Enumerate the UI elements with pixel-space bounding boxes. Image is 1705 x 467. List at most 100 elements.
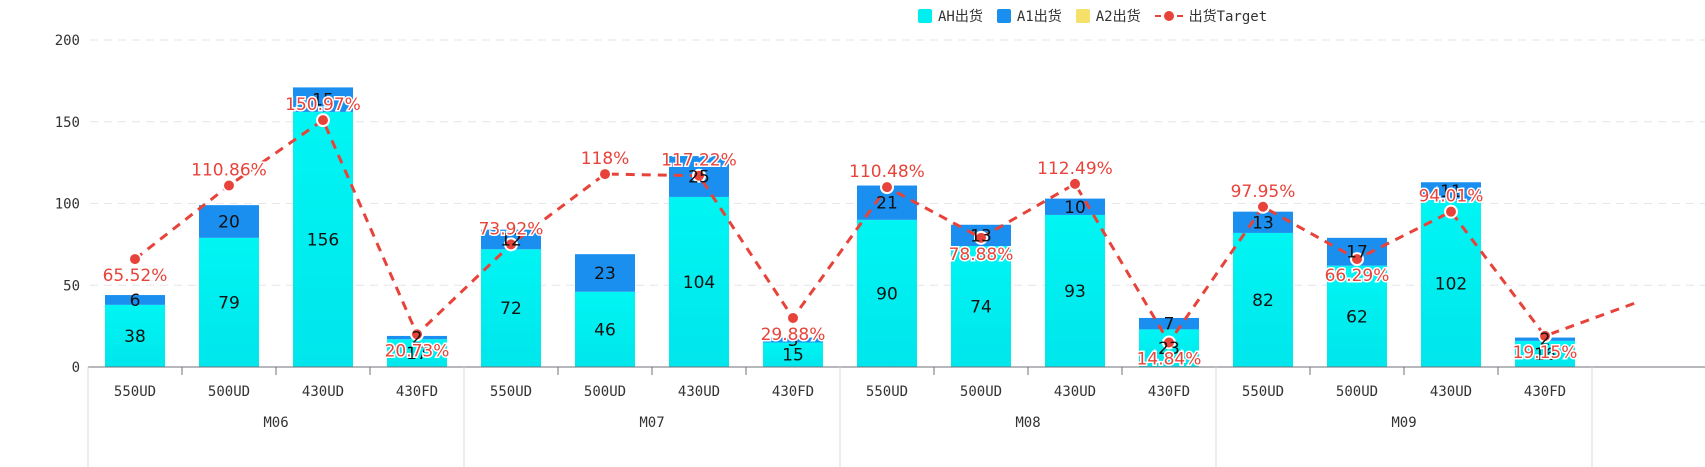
chart-legend: AH出货 A1出货 A2出货 出货Target bbox=[918, 6, 1281, 26]
target-point bbox=[1162, 335, 1176, 350]
x-tick-label: 500UD bbox=[584, 384, 626, 400]
bar-ah bbox=[387, 339, 447, 367]
bar-label-a1: 25 bbox=[688, 168, 710, 188]
target-pct-label: 14.84% bbox=[1137, 349, 1202, 369]
bar-ah bbox=[481, 249, 541, 367]
target-point bbox=[598, 167, 612, 182]
bar-label-a1: 23 bbox=[594, 264, 616, 284]
target-pct-label: 150.97% bbox=[285, 95, 361, 115]
target-point bbox=[1538, 328, 1552, 343]
target-pct-label: 94.01% bbox=[1419, 187, 1484, 207]
bar-a1 bbox=[293, 87, 353, 112]
legend-swatch-ah bbox=[918, 9, 932, 23]
bar-ah bbox=[951, 246, 1011, 367]
group-label: M09 bbox=[1391, 415, 1416, 431]
bar-label-a1: 10 bbox=[1064, 198, 1086, 218]
bar-a1 bbox=[199, 205, 259, 238]
bar-ah bbox=[1327, 265, 1387, 367]
bar-label-ah: 102 bbox=[1435, 275, 1467, 295]
target-pct-label: 118% bbox=[581, 149, 630, 169]
target-point bbox=[974, 230, 988, 245]
x-tick-label: 500UD bbox=[960, 384, 1002, 400]
bar-label-a1: 11 bbox=[1440, 182, 1462, 202]
bar-ah bbox=[669, 196, 729, 367]
bar-ah bbox=[199, 237, 259, 367]
x-tick-label: 430FD bbox=[1148, 384, 1190, 400]
x-tick-label: 430FD bbox=[1524, 384, 1566, 400]
bar-label-a1: 2 bbox=[412, 329, 423, 349]
x-tick-label: 500UD bbox=[208, 384, 250, 400]
target-point bbox=[692, 168, 706, 183]
x-tick-label: 550UD bbox=[114, 384, 156, 400]
bar-ah bbox=[1233, 232, 1293, 367]
bar-label-a1: 7 bbox=[1164, 315, 1175, 335]
target-pct-label: 110.48% bbox=[849, 162, 925, 182]
bar-label-ah: 16 bbox=[1534, 345, 1556, 365]
legend-label-a1: A1出货 bbox=[1016, 9, 1062, 25]
target-point bbox=[880, 180, 894, 195]
legend-item-target[interactable]: 出货Target bbox=[1154, 6, 1267, 26]
target-pct-label: 97.95% bbox=[1231, 182, 1296, 202]
y-tick-label: 100 bbox=[55, 197, 80, 213]
target-pct-label: 73.92% bbox=[479, 219, 544, 239]
target-point bbox=[1068, 176, 1082, 191]
legend-item-ah[interactable]: AH出货 bbox=[918, 6, 983, 26]
bar-label-a1: 3 bbox=[788, 331, 799, 351]
bar-label-ah: 46 bbox=[594, 320, 616, 340]
bar-a1 bbox=[1139, 317, 1199, 330]
target-point bbox=[410, 327, 424, 342]
bar-label-ah: 38 bbox=[124, 327, 146, 347]
bar-label-a1: 20 bbox=[218, 212, 240, 232]
target-pct-label: 29.88% bbox=[761, 325, 826, 345]
bar-label-a1: 12 bbox=[500, 230, 522, 250]
x-tick-label: 550UD bbox=[1242, 384, 1284, 400]
legend-swatch-target bbox=[1154, 9, 1183, 23]
x-tick-label: 430UD bbox=[678, 384, 720, 400]
bar-label-a1: 13 bbox=[970, 226, 992, 246]
bar-label-ah: 74 bbox=[970, 298, 992, 318]
x-tick-label: 500UD bbox=[1336, 384, 1378, 400]
target-point bbox=[316, 113, 330, 128]
bar-label-ah: 79 bbox=[218, 293, 240, 313]
x-tick-label: 430UD bbox=[1054, 384, 1096, 400]
bar-label-a1: 21 bbox=[876, 194, 898, 214]
x-tick-label: 550UD bbox=[866, 384, 908, 400]
bar-ah bbox=[1515, 340, 1575, 367]
x-tick-label: 430UD bbox=[1430, 384, 1472, 400]
target-pct-label: 66.29% bbox=[1325, 266, 1390, 286]
bar-label-a1: 2 bbox=[1540, 330, 1551, 350]
bar-label-a1: 15 bbox=[312, 91, 334, 111]
y-tick-label: 50 bbox=[63, 278, 80, 294]
bar-a1 bbox=[105, 295, 165, 305]
bar-label-ah: 104 bbox=[683, 273, 715, 293]
group-label: M07 bbox=[639, 415, 664, 431]
bar-a1 bbox=[1233, 211, 1293, 233]
target-pct-label: 65.52% bbox=[103, 266, 168, 286]
bar-ah bbox=[1045, 214, 1105, 367]
bar-ah bbox=[575, 291, 635, 367]
legend-item-a2[interactable]: A2出货 bbox=[1075, 6, 1141, 26]
bar-label-ah: 23 bbox=[1158, 339, 1180, 359]
x-tick-label: 430FD bbox=[772, 384, 814, 400]
bar-ah bbox=[293, 111, 353, 367]
legend-label-ah: AH出货 bbox=[938, 9, 983, 25]
bars bbox=[105, 87, 1575, 367]
legend-swatch-a2 bbox=[1075, 9, 1090, 23]
bar-label-ah: 90 bbox=[876, 284, 898, 304]
x-tick-label: 550UD bbox=[490, 384, 532, 400]
bar-a1 bbox=[1045, 198, 1105, 215]
y-tick-label: 200 bbox=[55, 33, 80, 49]
bar-ah bbox=[763, 342, 823, 367]
bar-ah bbox=[1421, 200, 1481, 367]
bar-ah bbox=[857, 219, 917, 367]
legend-item-a1[interactable]: A1出货 bbox=[996, 6, 1062, 26]
y-tick-label: 0 bbox=[72, 360, 80, 376]
target-point bbox=[1350, 252, 1364, 267]
legend-label-a2: A2出货 bbox=[1095, 9, 1141, 25]
bar-label-ah: 72 bbox=[500, 299, 522, 319]
target-pct-label: 20.73% bbox=[385, 341, 450, 361]
target-point bbox=[786, 310, 800, 325]
bar-a1 bbox=[1421, 182, 1481, 201]
